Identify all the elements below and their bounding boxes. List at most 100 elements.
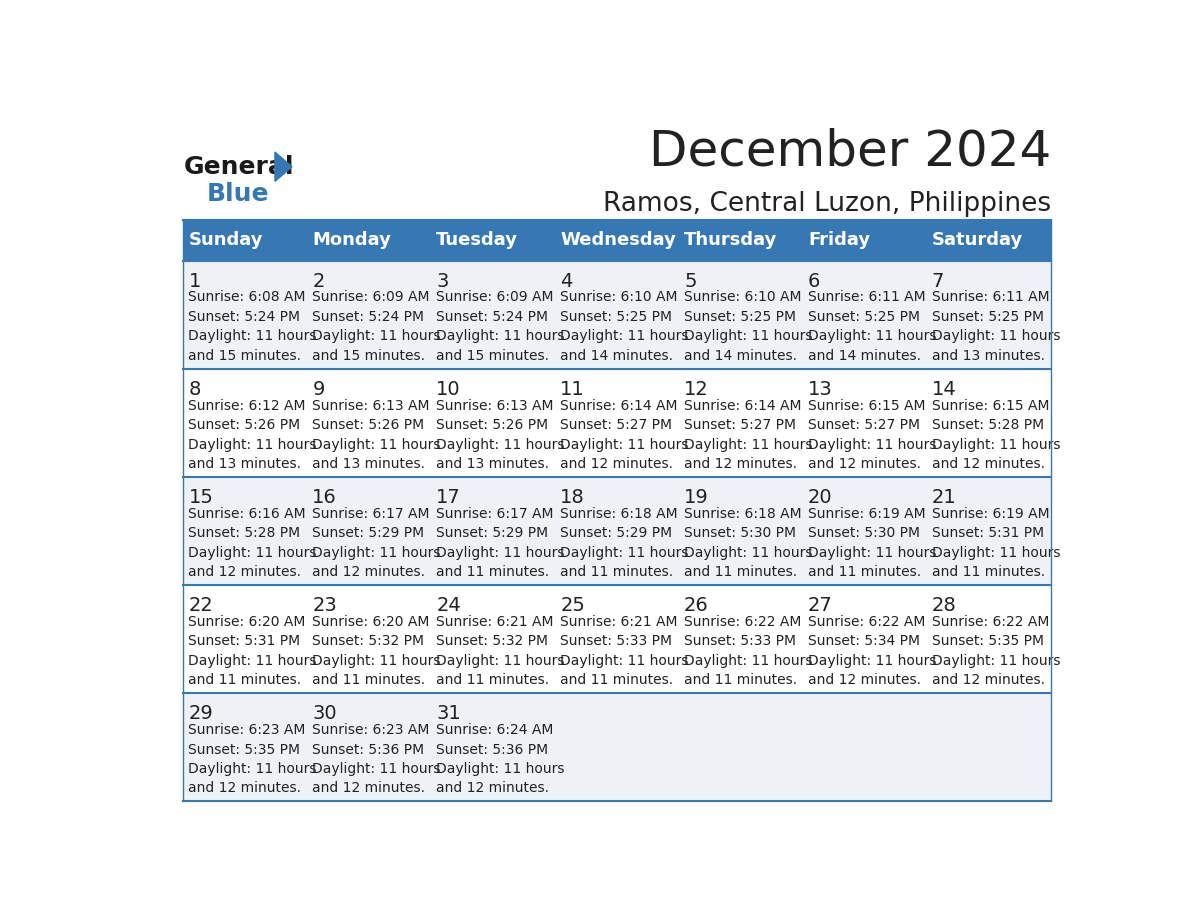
Text: and 14 minutes.: and 14 minutes.	[808, 349, 921, 363]
Text: 21: 21	[931, 487, 956, 507]
Text: 2: 2	[312, 272, 324, 290]
Text: 23: 23	[312, 596, 337, 615]
Bar	[183, 369, 1051, 477]
Text: Sunset: 5:29 PM: Sunset: 5:29 PM	[561, 526, 672, 540]
Text: Sunset: 5:35 PM: Sunset: 5:35 PM	[189, 743, 301, 756]
Text: 3: 3	[436, 272, 449, 290]
Text: Sunset: 5:33 PM: Sunset: 5:33 PM	[684, 634, 796, 648]
Text: and 11 minutes.: and 11 minutes.	[808, 565, 921, 579]
Polygon shape	[274, 152, 292, 182]
Text: Daylight: 11 hours: Daylight: 11 hours	[189, 654, 317, 667]
Text: and 15 minutes.: and 15 minutes.	[189, 349, 302, 363]
Text: and 12 minutes.: and 12 minutes.	[684, 457, 797, 471]
Text: Wednesday: Wednesday	[561, 231, 676, 249]
Text: Sunrise: 6:13 AM: Sunrise: 6:13 AM	[312, 398, 430, 412]
Text: and 12 minutes.: and 12 minutes.	[561, 457, 674, 471]
Text: Sunrise: 6:22 AM: Sunrise: 6:22 AM	[808, 615, 925, 629]
Bar	[183, 261, 1051, 369]
Text: Sunset: 5:24 PM: Sunset: 5:24 PM	[189, 310, 301, 324]
Text: Sunrise: 6:10 AM: Sunrise: 6:10 AM	[561, 290, 677, 305]
Text: Sunset: 5:29 PM: Sunset: 5:29 PM	[436, 526, 549, 540]
Text: Sunday: Sunday	[189, 231, 263, 249]
Text: Daylight: 11 hours: Daylight: 11 hours	[561, 545, 689, 560]
Text: Sunrise: 6:15 AM: Sunrise: 6:15 AM	[931, 398, 1049, 412]
Text: Daylight: 11 hours: Daylight: 11 hours	[436, 545, 564, 560]
Text: Sunset: 5:24 PM: Sunset: 5:24 PM	[312, 310, 424, 324]
Text: 13: 13	[808, 380, 833, 398]
Text: Thursday: Thursday	[684, 231, 777, 249]
Text: Daylight: 11 hours: Daylight: 11 hours	[312, 545, 441, 560]
Text: Sunset: 5:36 PM: Sunset: 5:36 PM	[312, 743, 424, 756]
Text: and 11 minutes.: and 11 minutes.	[436, 673, 549, 688]
Text: 12: 12	[684, 380, 709, 398]
Bar	[183, 477, 1051, 585]
Text: and 13 minutes.: and 13 minutes.	[189, 457, 302, 471]
Text: 7: 7	[931, 272, 944, 290]
Text: Sunset: 5:28 PM: Sunset: 5:28 PM	[189, 526, 301, 540]
Text: and 11 minutes.: and 11 minutes.	[561, 565, 674, 579]
Text: Sunrise: 6:09 AM: Sunrise: 6:09 AM	[312, 290, 430, 305]
Text: Daylight: 11 hours: Daylight: 11 hours	[808, 545, 936, 560]
Text: Sunrise: 6:19 AM: Sunrise: 6:19 AM	[931, 507, 1049, 521]
Text: 30: 30	[312, 704, 337, 723]
Text: Sunrise: 6:15 AM: Sunrise: 6:15 AM	[808, 398, 925, 412]
Text: Sunrise: 6:14 AM: Sunrise: 6:14 AM	[684, 398, 802, 412]
Text: Blue: Blue	[207, 183, 270, 207]
Bar	[183, 693, 1051, 801]
Text: Daylight: 11 hours: Daylight: 11 hours	[684, 654, 813, 667]
Text: Sunrise: 6:22 AM: Sunrise: 6:22 AM	[684, 615, 802, 629]
Text: Daylight: 11 hours: Daylight: 11 hours	[312, 438, 441, 452]
Text: Sunrise: 6:16 AM: Sunrise: 6:16 AM	[189, 507, 307, 521]
Text: Daylight: 11 hours: Daylight: 11 hours	[436, 654, 564, 667]
Text: and 12 minutes.: and 12 minutes.	[312, 781, 425, 796]
Text: Daylight: 11 hours: Daylight: 11 hours	[561, 654, 689, 667]
Text: Daylight: 11 hours: Daylight: 11 hours	[931, 545, 1061, 560]
Text: Sunrise: 6:19 AM: Sunrise: 6:19 AM	[808, 507, 925, 521]
Text: Sunset: 5:35 PM: Sunset: 5:35 PM	[931, 634, 1044, 648]
Text: Monday: Monday	[312, 231, 391, 249]
Text: Sunrise: 6:20 AM: Sunrise: 6:20 AM	[312, 615, 430, 629]
Text: 22: 22	[189, 596, 213, 615]
Text: and 15 minutes.: and 15 minutes.	[312, 349, 425, 363]
Text: 1: 1	[189, 272, 201, 290]
Text: 24: 24	[436, 596, 461, 615]
Text: 11: 11	[561, 380, 584, 398]
Text: Sunset: 5:28 PM: Sunset: 5:28 PM	[931, 418, 1044, 432]
Text: Sunrise: 6:22 AM: Sunrise: 6:22 AM	[931, 615, 1049, 629]
Text: Sunset: 5:36 PM: Sunset: 5:36 PM	[436, 743, 549, 756]
Text: 14: 14	[931, 380, 956, 398]
Text: Daylight: 11 hours: Daylight: 11 hours	[436, 438, 564, 452]
Text: Sunset: 5:26 PM: Sunset: 5:26 PM	[436, 418, 549, 432]
Text: Daylight: 11 hours: Daylight: 11 hours	[684, 330, 813, 343]
Text: Ramos, Central Luzon, Philippines: Ramos, Central Luzon, Philippines	[602, 192, 1051, 218]
Text: Daylight: 11 hours: Daylight: 11 hours	[312, 762, 441, 776]
Bar	[308, 219, 431, 261]
Text: Daylight: 11 hours: Daylight: 11 hours	[931, 654, 1061, 667]
Text: Daylight: 11 hours: Daylight: 11 hours	[808, 330, 936, 343]
Text: and 12 minutes.: and 12 minutes.	[808, 673, 921, 688]
Text: Friday: Friday	[808, 231, 870, 249]
Text: and 11 minutes.: and 11 minutes.	[312, 673, 425, 688]
Text: and 12 minutes.: and 12 minutes.	[931, 673, 1044, 688]
Text: Daylight: 11 hours: Daylight: 11 hours	[808, 438, 936, 452]
Bar	[431, 219, 555, 261]
Text: Sunrise: 6:24 AM: Sunrise: 6:24 AM	[436, 723, 554, 737]
Bar	[680, 219, 803, 261]
Text: Daylight: 11 hours: Daylight: 11 hours	[684, 545, 813, 560]
Text: Sunset: 5:34 PM: Sunset: 5:34 PM	[808, 634, 920, 648]
Text: Sunrise: 6:12 AM: Sunrise: 6:12 AM	[189, 398, 307, 412]
Text: and 11 minutes.: and 11 minutes.	[436, 565, 549, 579]
Text: Sunrise: 6:10 AM: Sunrise: 6:10 AM	[684, 290, 802, 305]
Text: and 12 minutes.: and 12 minutes.	[189, 781, 302, 796]
Text: and 11 minutes.: and 11 minutes.	[931, 565, 1045, 579]
Text: and 13 minutes.: and 13 minutes.	[312, 457, 425, 471]
Text: Sunset: 5:27 PM: Sunset: 5:27 PM	[808, 418, 920, 432]
Text: and 13 minutes.: and 13 minutes.	[436, 457, 549, 471]
Text: Sunset: 5:31 PM: Sunset: 5:31 PM	[189, 634, 301, 648]
Text: 28: 28	[931, 596, 956, 615]
Text: Sunset: 5:29 PM: Sunset: 5:29 PM	[312, 526, 424, 540]
Text: Daylight: 11 hours: Daylight: 11 hours	[189, 438, 317, 452]
Text: Sunset: 5:32 PM: Sunset: 5:32 PM	[312, 634, 424, 648]
Text: Daylight: 11 hours: Daylight: 11 hours	[312, 654, 441, 667]
Text: Sunrise: 6:11 AM: Sunrise: 6:11 AM	[931, 290, 1049, 305]
